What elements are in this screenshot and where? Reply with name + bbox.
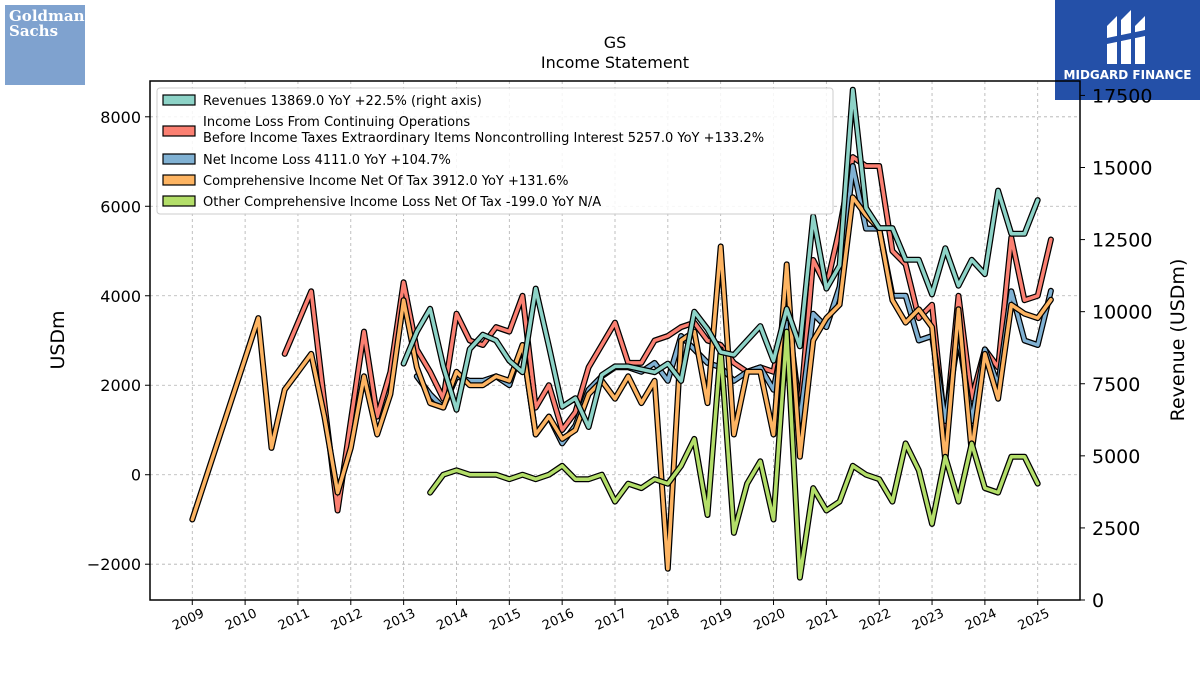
y2-axis-label: Revenue (USDm) (1167, 259, 1189, 422)
x-tick-label: 2022 (857, 606, 893, 634)
y2-tick-label: 0 (1092, 590, 1104, 612)
legend: Revenues 13869.0 YoY +22.5% (right axis)… (156, 87, 834, 215)
series-line (190, 195, 1053, 571)
x-tick-label: 2021 (804, 606, 840, 634)
legend-swatch (162, 125, 196, 137)
x-tick-label: 2025 (1016, 606, 1052, 634)
legend-label: Other Comprehensive Income Loss Net Of T… (203, 195, 601, 210)
x-tick-label: 2015 (487, 606, 523, 634)
y2-tick-label: 5000 (1092, 446, 1140, 468)
y2-tick-label: 15000 (1092, 158, 1152, 180)
y-tick-label: −2000 (87, 555, 141, 574)
series-lines (189, 86, 1054, 581)
y-tick-label: 8000 (100, 108, 141, 127)
goldman-sachs-logo-text: Goldman Sachs (9, 7, 85, 40)
x-tick-label: 2023 (910, 606, 946, 634)
x-tick-label: 2009 (170, 606, 206, 634)
series-line (428, 329, 1040, 580)
x-tick-label: 2013 (382, 606, 418, 634)
legend-swatch (162, 153, 196, 165)
series-line (401, 87, 1040, 429)
chart-title: GS (604, 33, 627, 52)
y2-tick-label: 17500 (1092, 85, 1152, 107)
x-tick-label: 2016 (540, 606, 576, 634)
x-tick-label: 2024 (963, 606, 999, 634)
legend-swatch (162, 94, 196, 106)
y2-tick-label: 7500 (1092, 374, 1140, 396)
x-tick-label: 2020 (752, 606, 788, 634)
chart-subtitle: Income Statement (541, 53, 689, 72)
x-tick-label: 2019 (699, 606, 735, 634)
x-tick-label: 2014 (435, 606, 471, 634)
x-tick-label: 2010 (223, 606, 259, 634)
legend-label: Income Loss From Continuing Operations (203, 115, 470, 130)
legend-box (156, 87, 834, 215)
legend-swatch (162, 195, 196, 207)
x-tick-label: 2018 (646, 606, 682, 634)
legend-label: Before Income Taxes Extraordinary Items … (203, 131, 764, 146)
x-tick-label: 2011 (276, 606, 312, 634)
x-tick-label: 2012 (329, 606, 365, 634)
legend-label: Revenues 13869.0 YoY +22.5% (right axis) (203, 94, 482, 109)
x-tick-label: 2017 (593, 606, 629, 634)
midgard-finance-brand: MIDGARD FINANCE (1063, 68, 1192, 82)
y-tick-label: 0 (131, 466, 141, 485)
y-tick-label: 6000 (100, 197, 141, 216)
y2-tick-label: 12500 (1092, 230, 1152, 252)
legend-label: Net Income Loss 4111.0 YoY +104.7% (203, 153, 451, 168)
y-tick-label: 4000 (100, 287, 141, 306)
y-tick-label: 2000 (100, 376, 141, 395)
midgard-finance-logo: MIDGARD FINANCE (1055, 0, 1200, 100)
goldman-sachs-logo: Goldman Sachs (5, 5, 85, 85)
midgard-emblem-icon (1107, 10, 1145, 64)
legend-label: Comprehensive Income Net Of Tax 3912.0 Y… (203, 174, 568, 189)
y2-tick-label: 10000 (1092, 302, 1152, 324)
y-axis-label: USDm (47, 310, 69, 369)
y2-tick-label: 2500 (1092, 518, 1140, 540)
legend-swatch (162, 174, 196, 186)
